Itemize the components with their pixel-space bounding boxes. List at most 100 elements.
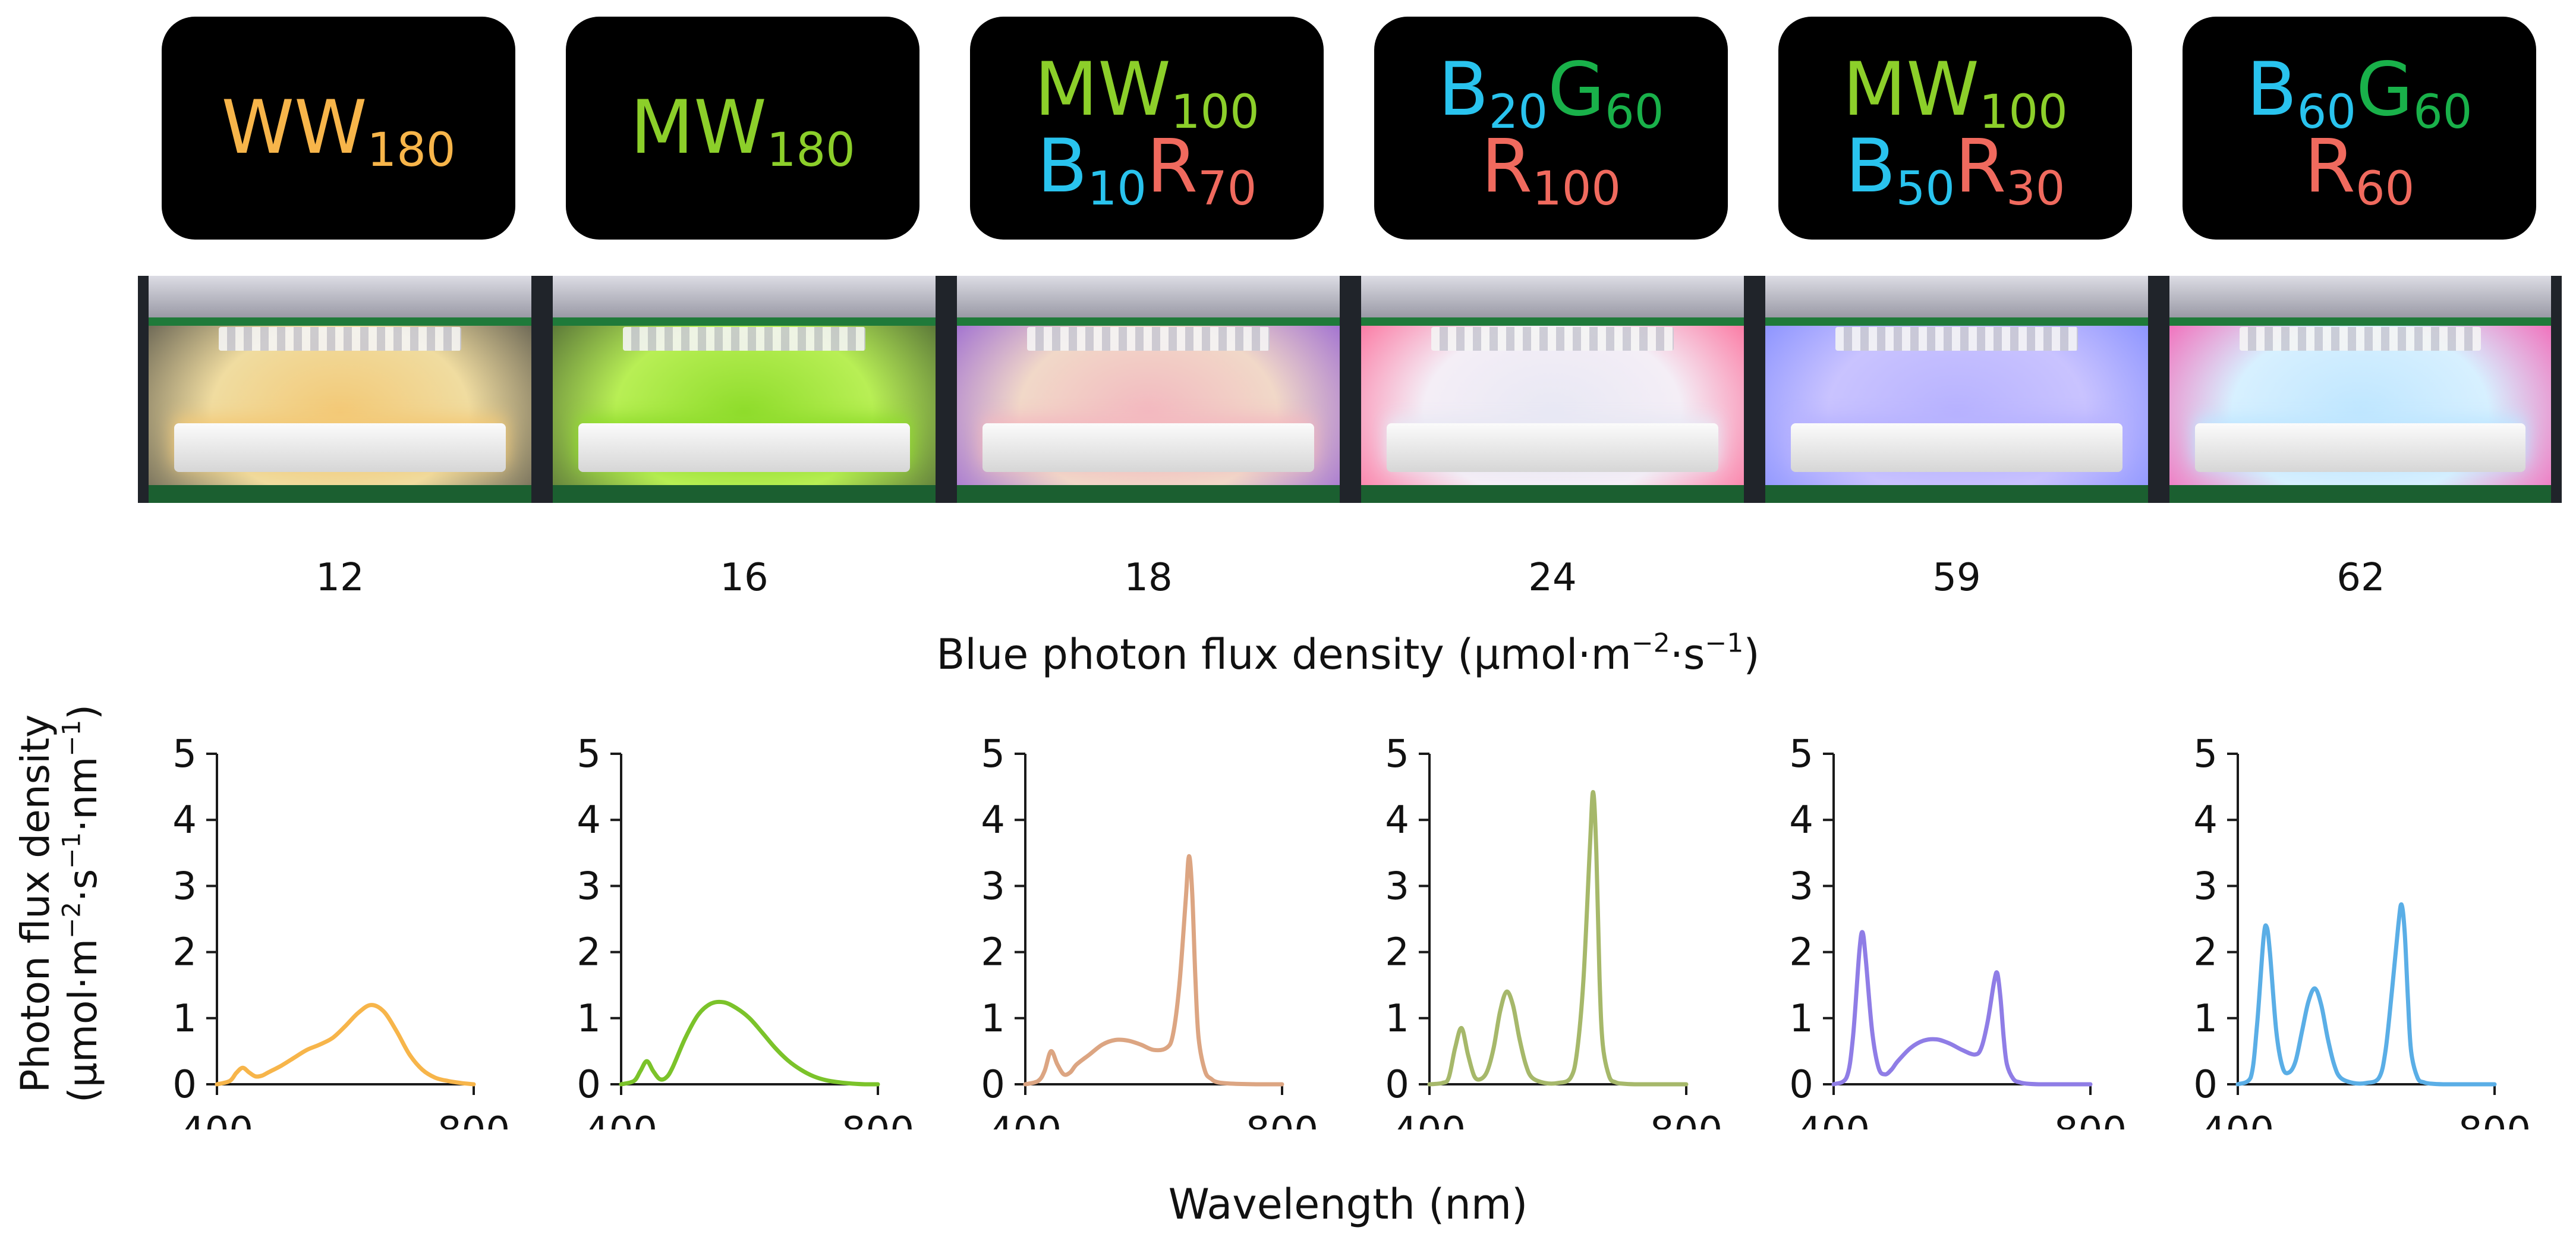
chamber-floor — [2159, 485, 2562, 503]
chamber-floor — [946, 485, 1350, 503]
y-tick-label: 4 — [981, 798, 1005, 842]
y-tick-label: 5 — [2193, 732, 2218, 776]
y-tick-label: 3 — [2193, 864, 2218, 908]
chamber-ceiling — [2159, 276, 2562, 317]
treatment-light-code: R70 — [1146, 123, 1257, 216]
plant-tray — [982, 423, 1314, 472]
y-tick-label: 2 — [1385, 931, 1409, 975]
chamber-shelf-bar — [542, 317, 946, 326]
led-panel — [2239, 327, 2481, 351]
chamber-post — [1744, 276, 1755, 503]
x-tick-label: 800 — [1650, 1109, 1722, 1129]
y-tick-label: 0 — [172, 1063, 197, 1107]
treatment-light-level: 10 — [1087, 162, 1147, 216]
chamber-post — [542, 276, 553, 503]
chamber-ceiling — [138, 276, 542, 317]
blue-pfd-value-3: 18 — [1124, 556, 1173, 600]
y-tick-label: 3 — [1789, 864, 1813, 908]
chamber-shelf-bar — [2159, 317, 2562, 326]
y-tick-label: 5 — [981, 732, 1005, 776]
y-tick-label: 4 — [172, 798, 197, 842]
treatment-label-line: MW100 — [1843, 46, 2068, 139]
treatment-tile-4: B20 G60 R100 — [1374, 17, 1728, 240]
blue-pfd-value-5: 59 — [1932, 556, 1981, 600]
growth-chamber-photo-strip — [138, 276, 2562, 503]
chamber-floor — [1755, 485, 2159, 503]
y-tick-label: 4 — [1385, 798, 1409, 842]
treatment-label-line: B10 R70 — [1037, 123, 1257, 216]
treatment-light-level: 60 — [1605, 85, 1664, 139]
treatment-label-line: R100 — [1481, 128, 1621, 212]
y-tick-label: 1 — [1789, 997, 1813, 1041]
chamber-floor — [138, 485, 542, 503]
treatment-label-line: MW180 — [630, 85, 855, 177]
chamber-shelf-bar — [946, 317, 1350, 326]
y-tick-label: 3 — [172, 864, 197, 908]
treatment-light-code: B60 — [2246, 46, 2356, 139]
treatment-tile-1: WW180 — [162, 17, 515, 240]
chamber-shelf-bar — [1755, 317, 2159, 326]
spectrum-line-6 — [2235, 902, 2497, 1087]
x-tick-label: 400 — [2202, 1109, 2274, 1129]
chamber-photo-6 — [2159, 276, 2562, 503]
y-tick-label: 0 — [1789, 1063, 1813, 1107]
led-panel — [623, 327, 865, 351]
y-tick-label: 5 — [172, 732, 197, 776]
chamber-floor — [542, 485, 946, 503]
spectrum-line-1 — [215, 1003, 476, 1087]
treatment-light-code: G60 — [2355, 46, 2473, 139]
treatment-light-code: MW180 — [630, 85, 855, 177]
treatment-label-line: B50 R30 — [1845, 123, 2065, 216]
spectrum-line-5 — [1831, 930, 2093, 1087]
chamber-post — [2148, 276, 2159, 503]
chamber-post — [138, 276, 149, 503]
chamber-shelf-bar — [138, 317, 542, 326]
x-tick-label: 800 — [437, 1109, 510, 1129]
x-tick-label: 400 — [585, 1109, 657, 1129]
chamber-photo-2 — [542, 276, 946, 503]
treatment-light-code: B20 — [1438, 46, 1548, 139]
y-tick-label: 4 — [2193, 798, 2218, 842]
blue-pfd-value-2: 16 — [720, 556, 769, 600]
chamber-ceiling — [946, 276, 1350, 317]
blue-pfd-value-1: 12 — [316, 556, 364, 600]
y-tick-label: 3 — [981, 864, 1005, 908]
treatment-light-level: 20 — [1488, 85, 1548, 139]
y-tick-label: 5 — [1385, 732, 1409, 776]
treatment-light-code: MW100 — [1843, 46, 2068, 139]
treatment-light-level: 180 — [766, 123, 855, 177]
y-tick-label: 1 — [577, 997, 601, 1041]
plant-tray — [1387, 423, 1718, 472]
y-tick-label: 3 — [577, 864, 601, 908]
plant-tray — [578, 423, 910, 472]
treatment-light-code: B50 — [1845, 123, 1955, 216]
chamber-post — [946, 276, 957, 503]
treatment-light-code: R60 — [2304, 123, 2415, 216]
chamber-ceiling — [542, 276, 946, 317]
treatment-light-level: 100 — [1979, 85, 2068, 139]
treatment-tile-3: MW100 B10 R70 — [970, 17, 1324, 240]
y-tick-label: 1 — [981, 997, 1005, 1041]
treatment-light-level: 30 — [2006, 162, 2065, 216]
chamber-ceiling — [1350, 276, 1755, 317]
treatment-light-level: 60 — [2355, 162, 2415, 216]
chamber-post — [936, 276, 946, 503]
x-tick-label: 800 — [2458, 1109, 2531, 1129]
chamber-ceiling — [1755, 276, 2159, 317]
led-panel — [1027, 327, 1270, 351]
blue-pfd-value-6: 62 — [2336, 556, 2385, 600]
y-tick-label: 5 — [577, 732, 601, 776]
treatment-light-level: 100 — [1532, 162, 1621, 216]
spectrum-line-3 — [1023, 854, 1284, 1087]
treatment-tile-6: B60 G60 R60 — [2183, 17, 2536, 240]
chamber-post — [2159, 276, 2169, 503]
y-tick-label: 0 — [2193, 1063, 2218, 1107]
treatment-label-line: R60 — [2304, 123, 2415, 216]
led-panel — [1431, 327, 1674, 351]
treatment-light-level: 100 — [1170, 85, 1259, 139]
treatment-label-line: B20 G60 — [1438, 46, 1664, 139]
x-tick-label: 400 — [1393, 1109, 1466, 1129]
treatment-light-level: 60 — [2413, 85, 2473, 139]
chamber-post — [1340, 276, 1350, 503]
treatment-light-code: R30 — [1954, 123, 2065, 216]
